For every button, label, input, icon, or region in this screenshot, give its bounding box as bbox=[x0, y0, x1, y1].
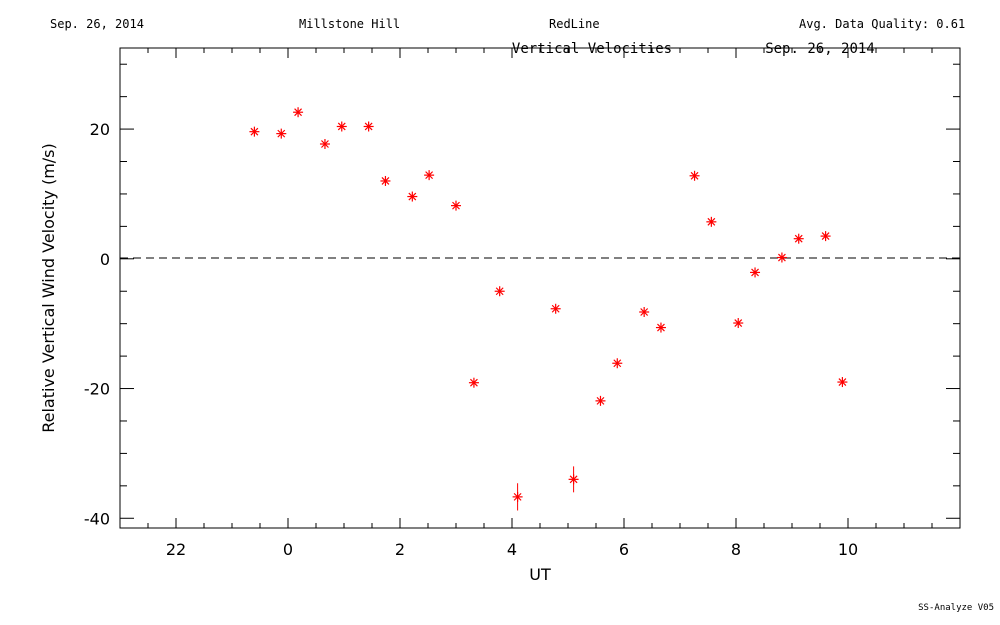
data-point bbox=[750, 267, 761, 278]
data-point bbox=[319, 139, 330, 149]
x-tick-label: 4 bbox=[507, 540, 517, 559]
x-tick-label: 10 bbox=[838, 540, 858, 559]
data-point bbox=[550, 303, 561, 314]
chart-subtitle: Sep. 26, 2014 bbox=[765, 41, 875, 57]
data-point bbox=[595, 395, 606, 406]
data-point bbox=[424, 170, 435, 181]
software-credit: SS-Analyze V05 bbox=[918, 603, 994, 613]
data-point bbox=[689, 170, 700, 181]
y-tick-label: -40 bbox=[84, 509, 110, 528]
data-point bbox=[363, 121, 374, 132]
data-point bbox=[837, 377, 848, 388]
header-site: Millstone Hill bbox=[299, 17, 401, 31]
data-point bbox=[655, 322, 666, 333]
x-axis-ticks: 22 0 2 4 6 8 10 bbox=[119, 48, 961, 559]
x-tick-label: 6 bbox=[619, 540, 629, 559]
data-point bbox=[293, 107, 304, 118]
y-axis-label: Relative Vertical Wind Velocity (m/s) bbox=[39, 143, 58, 433]
y-tick-label: 20 bbox=[90, 120, 110, 139]
data-point bbox=[512, 483, 523, 511]
data-point bbox=[451, 200, 461, 211]
y-axis-ticks: 20 0 -20 -40 bbox=[84, 63, 960, 528]
data-point bbox=[276, 128, 287, 139]
data-point bbox=[494, 286, 505, 297]
x-tick-label: 22 bbox=[166, 540, 186, 559]
x-tick-label: 0 bbox=[283, 540, 293, 559]
data-point bbox=[793, 233, 804, 244]
data-point bbox=[820, 231, 831, 242]
data-markers bbox=[249, 107, 848, 511]
data-point bbox=[776, 252, 787, 263]
data-point bbox=[336, 121, 347, 132]
x-tick-label: 2 bbox=[395, 540, 405, 559]
chart-title: Vertical Velocities bbox=[512, 41, 672, 57]
x-tick-label: 8 bbox=[731, 540, 741, 559]
plot-frame bbox=[119, 47, 961, 529]
data-point bbox=[733, 318, 744, 329]
data-point bbox=[249, 126, 260, 137]
y-tick-label: 0 bbox=[100, 250, 110, 269]
y-tick-label: -20 bbox=[84, 380, 110, 399]
data-point bbox=[568, 466, 579, 493]
x-axis-label: UT bbox=[529, 565, 551, 584]
data-point bbox=[612, 358, 623, 369]
data-point bbox=[468, 377, 479, 388]
data-point bbox=[380, 175, 391, 186]
header-emission: RedLine bbox=[549, 17, 600, 31]
data-point bbox=[407, 191, 418, 202]
data-point bbox=[706, 216, 717, 227]
header-quality: Avg. Data Quality: 0.61 bbox=[799, 17, 966, 31]
data-point bbox=[639, 307, 650, 317]
header-date: Sep. 26, 2014 bbox=[50, 17, 144, 31]
